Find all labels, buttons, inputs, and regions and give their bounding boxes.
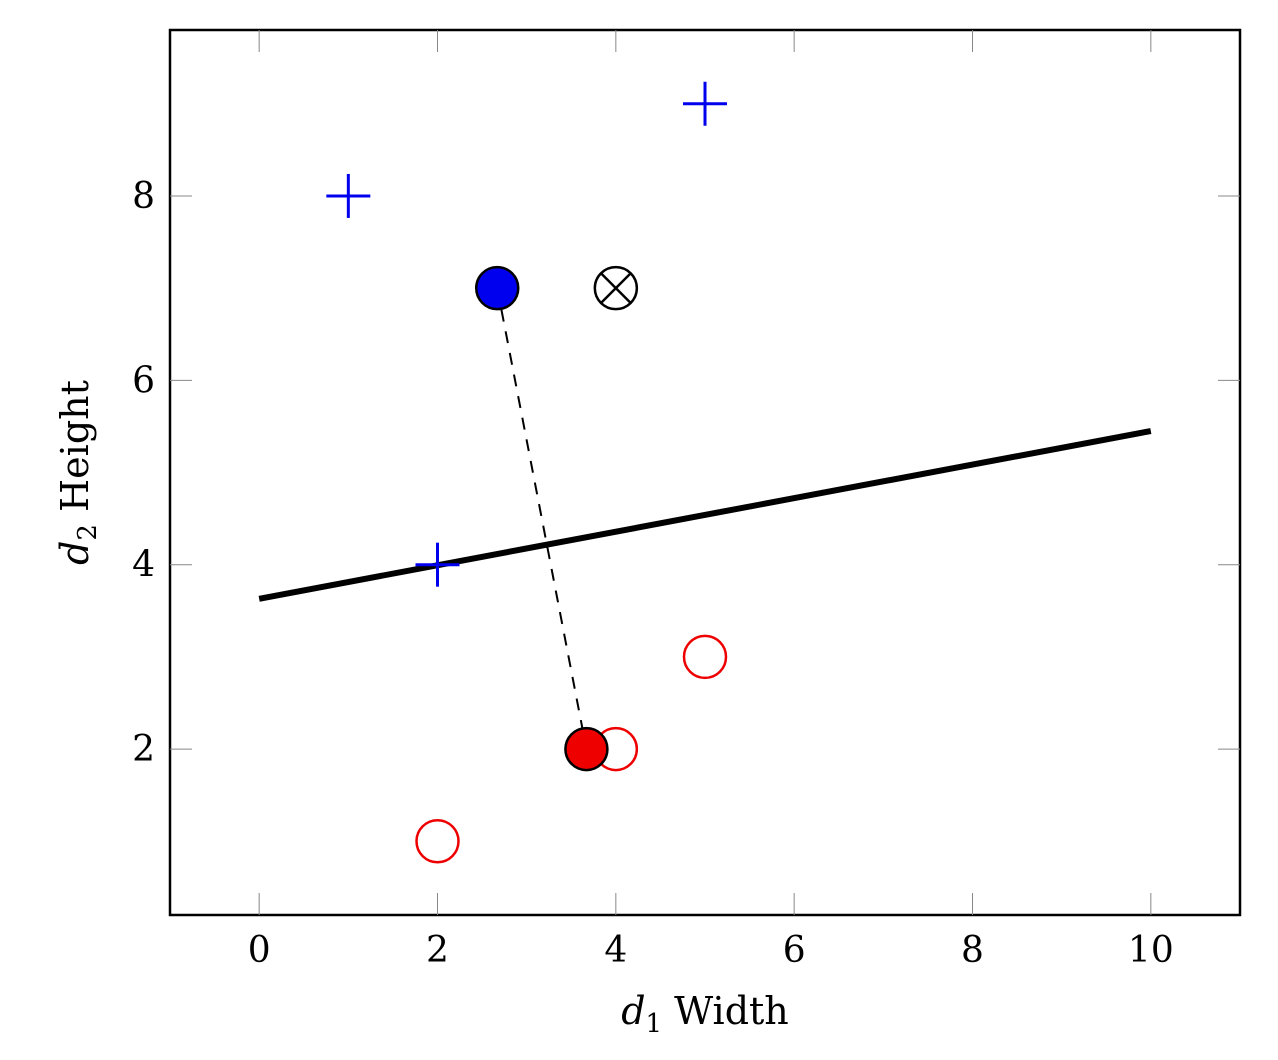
marks-layer (326, 81, 728, 864)
x-axis-sub: 1 (646, 1009, 663, 1039)
x-tick-label: 2 (426, 930, 449, 971)
centroid-point (474, 265, 520, 311)
plus-point (415, 542, 460, 587)
y-tick-label: 2 (132, 729, 155, 770)
plus-point (683, 81, 727, 126)
x-axis-var: d (621, 989, 645, 1033)
x-tick-label: 10 (1128, 930, 1174, 971)
connector-layer (496, 287, 588, 750)
plot-frame (168, 28, 1242, 917)
x-tick-label: 6 (783, 930, 806, 971)
x-tick-label: 8 (961, 930, 984, 971)
plus-point (326, 173, 371, 218)
ticks-layer: 0 2 4 6 8 10 2 4 6 8 (132, 30, 1240, 971)
axes-layer (168, 28, 1242, 917)
y-tick-label: 8 (132, 176, 155, 217)
x-tick-label: 0 (248, 930, 271, 971)
y-axis-var: d (53, 541, 97, 565)
x-tick-label: 4 (604, 930, 627, 971)
boundary-layer (258, 428, 1152, 602)
y-axis-sub: 2 (73, 524, 103, 541)
centroid-connector-line (496, 287, 588, 750)
query-point-cross-b (600, 272, 632, 304)
y-axis-text: Height (53, 380, 97, 524)
centroid-point (564, 726, 609, 772)
y-tick-label: 6 (132, 360, 155, 401)
x-axis-text: Width (662, 989, 789, 1033)
y-axis-title: d2 Height (53, 380, 103, 565)
x-axis-title: d1 Width (621, 989, 789, 1039)
query-point (593, 265, 639, 311)
decision-boundary-line (258, 428, 1152, 602)
open-circle-point (415, 819, 460, 864)
open-circle-point (682, 634, 728, 680)
y-tick-label: 4 (132, 545, 155, 586)
